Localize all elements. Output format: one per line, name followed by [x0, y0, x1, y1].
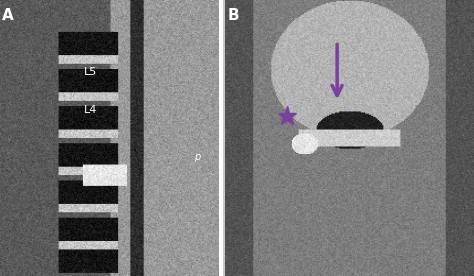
Text: p: p: [194, 152, 200, 162]
Text: A: A: [2, 8, 14, 23]
Text: B: B: [228, 8, 239, 23]
Text: L4: L4: [84, 105, 97, 115]
Text: L5: L5: [84, 67, 97, 77]
